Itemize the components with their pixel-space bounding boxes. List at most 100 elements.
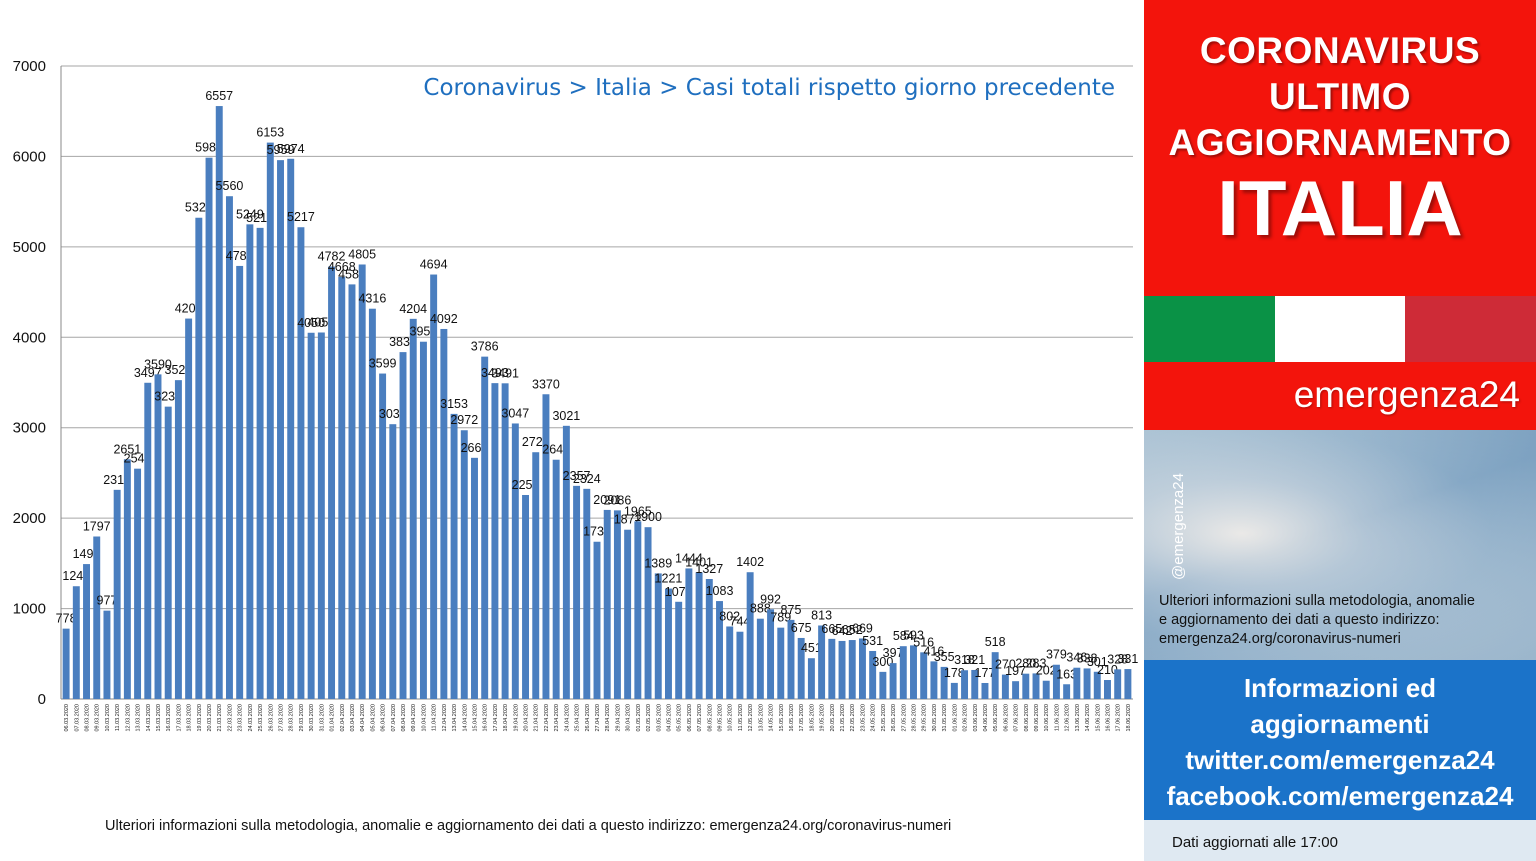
data-label: 346 (1066, 651, 1087, 665)
data-label: 744 (730, 615, 751, 629)
bar (1042, 680, 1050, 699)
bar (1012, 681, 1020, 699)
data-label: 802 (719, 609, 740, 623)
bar (491, 383, 499, 699)
bar (736, 631, 744, 699)
x-tick-label: 14.05.2020 (769, 704, 775, 732)
x-tick-label: 04.04.2020 (360, 704, 366, 732)
x-tick-label: 05.04.2020 (370, 704, 376, 732)
bar (950, 682, 958, 699)
background-photo: @emergenza24 Ulteriori informazioni sull… (1144, 430, 1536, 660)
x-tick-label: 23.05.2020 (860, 704, 866, 732)
data-label: 4204 (399, 302, 427, 316)
x-tick-label: 24.03.2020 (248, 704, 254, 732)
data-label: 2091 (593, 493, 621, 507)
data-label: 300 (872, 655, 893, 669)
bar (481, 356, 489, 699)
x-tick-label: 04.05.2020 (666, 704, 672, 732)
data-label: 3786 (471, 340, 499, 354)
country-title: ITALIA (1217, 164, 1463, 252)
x-tick-label: 08.04.2020 (401, 704, 407, 732)
bar (317, 332, 325, 699)
brand-name: emergenza24 (1293, 374, 1520, 415)
bar (338, 276, 346, 699)
x-tick-label: 08.06.2020 (1024, 704, 1030, 732)
x-tick-label: 07.03.2020 (74, 704, 80, 732)
bar (368, 308, 376, 699)
data-label: 665 (821, 622, 842, 636)
bar (624, 529, 632, 699)
bar (787, 619, 795, 699)
bar (164, 406, 172, 699)
data-label: 584 (893, 629, 914, 643)
data-label: 4092 (430, 312, 458, 326)
x-tick-label: 31.05.2020 (942, 704, 948, 732)
bar (828, 638, 836, 699)
x-tick-label: 31.03.2020 (319, 704, 325, 732)
y-tick-label: 7000 (13, 58, 46, 75)
data-label: 3021 (552, 409, 580, 423)
data-label: 4805 (348, 247, 376, 261)
bar (287, 158, 295, 699)
facebook-link[interactable]: facebook.com/emergenza24 (1166, 781, 1514, 811)
data-label: 518 (985, 635, 1006, 649)
data-label: 4694 (420, 258, 448, 272)
info-box: Informazioni ed aggiornamenti twitter.co… (1144, 660, 1536, 820)
x-tick-label: 25.04.2020 (575, 704, 581, 732)
bar (154, 374, 162, 699)
bar (430, 274, 438, 699)
data-label: 778 (56, 612, 77, 626)
twitter-link[interactable]: twitter.com/emergenza24 (1185, 745, 1495, 775)
x-tick-label: 15.03.2020 (156, 704, 162, 732)
x-tick-label: 11.06.2020 (1054, 704, 1060, 731)
methodology-note: Ulteriori informazioni sulla metodologia… (1159, 592, 1529, 649)
data-label: 6557 (205, 89, 233, 103)
data-label: 301 (1087, 655, 1108, 669)
update-bar: Dati aggiornati alle 17:00 (1144, 820, 1536, 861)
bar (399, 352, 407, 699)
social-handle: @emergenza24 (1170, 473, 1187, 580)
bar-chart: 0 1000 2000 3000 4000 5000 6000 7000 Coronavirus… (13, 58, 1139, 732)
data-label: 1900 (634, 510, 662, 524)
bar (848, 640, 856, 699)
x-tick-label: 12.05.2020 (748, 704, 754, 732)
bar (1001, 674, 1009, 699)
methodology-link[interactable]: emergenza24.org/coronavirus-numeri (1159, 631, 1401, 647)
x-tick-label: 22.03.2020 (227, 704, 233, 732)
x-tick-label: 27.05.2020 (901, 704, 907, 732)
bar (940, 666, 948, 699)
y-tick-label: 1000 (13, 601, 46, 618)
x-tick-label: 12.04.2020 (442, 704, 448, 732)
x-tick-label: 12.06.2020 (1065, 704, 1071, 732)
bar (838, 640, 846, 699)
bar (174, 380, 182, 699)
data-label: 280 (1015, 657, 1036, 671)
data-label: 652 (842, 623, 863, 637)
x-tick-label: 14.04.2020 (462, 704, 468, 732)
x-tick-label: 17.03.2020 (176, 704, 182, 732)
data-label: 177 (975, 666, 996, 680)
data-label: 451 (801, 641, 822, 655)
data-label: 318 (954, 653, 975, 667)
data-label: 531 (862, 634, 883, 648)
data-label: 642 (832, 624, 853, 638)
bar (1093, 671, 1101, 699)
bar (542, 394, 550, 699)
x-tick-label: 29.04.2020 (615, 704, 621, 732)
brand-bar: emergenza24 (1144, 362, 1536, 430)
bar (328, 266, 336, 699)
x-tick-label: 16.04.2020 (483, 704, 489, 732)
data-label: 202 (1036, 664, 1057, 678)
bar (991, 652, 999, 699)
bar (583, 488, 591, 699)
data-label: 1389 (644, 556, 672, 570)
y-tick-label: 4000 (13, 329, 46, 346)
bar (1022, 673, 1030, 699)
x-tick-label: 07.04.2020 (391, 704, 397, 732)
data-label: 875 (781, 603, 802, 617)
data-label: 331 (1117, 652, 1138, 666)
bar (103, 610, 111, 699)
data-label: 270 (995, 658, 1016, 672)
x-tick-label: 05.05.2020 (677, 704, 683, 732)
data-label: 992 (760, 592, 781, 606)
